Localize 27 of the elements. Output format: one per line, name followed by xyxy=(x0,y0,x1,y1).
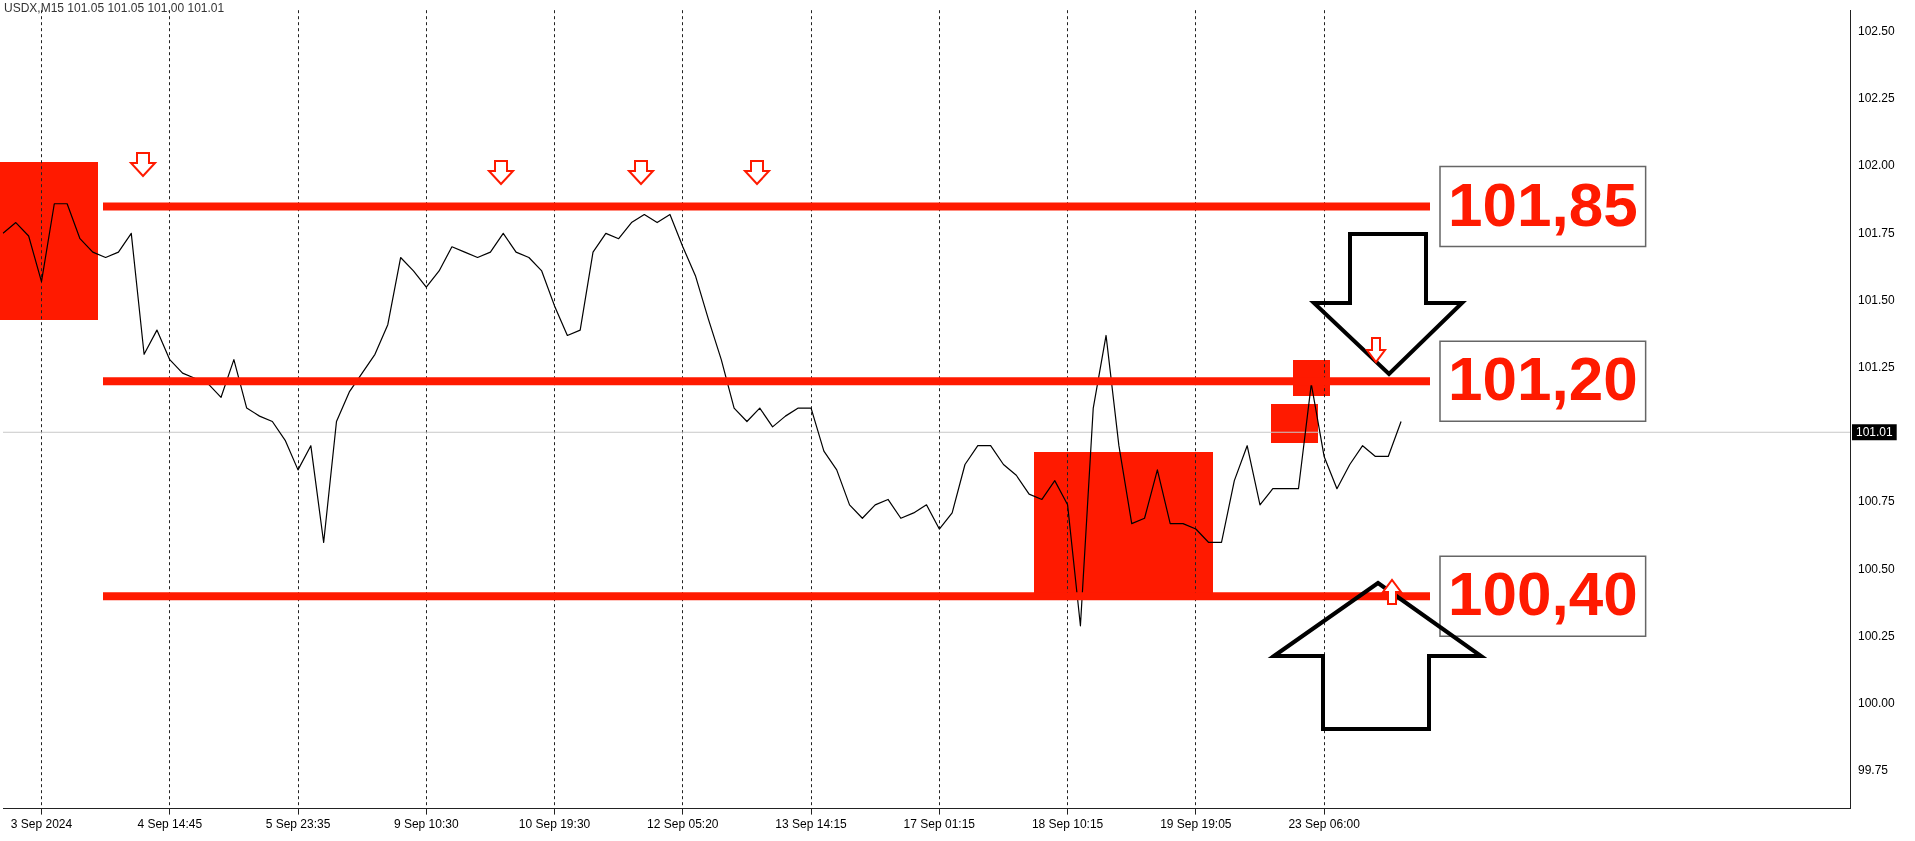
y-tick-label: 101.75 xyxy=(1858,225,1896,240)
x-tick-label: 4 Sep 14:45 xyxy=(137,817,203,832)
x-tick-label: 3 Sep 2024 xyxy=(10,817,73,832)
y-tick-label: 102.50 xyxy=(1858,24,1896,39)
y-tick-label: 100.75 xyxy=(1858,494,1896,509)
y-tick-label: 101.25 xyxy=(1858,360,1896,375)
x-tick-label: 19 Sep 19:05 xyxy=(1160,817,1232,832)
x-tick-label: 10 Sep 19:30 xyxy=(518,817,591,832)
x-tick-label: 17 Sep 01:15 xyxy=(903,817,976,832)
y-tick-label: 100.25 xyxy=(1858,628,1896,643)
y-tick-label: 102.00 xyxy=(1858,158,1896,173)
ref-line-label: 101,20 xyxy=(1448,344,1638,414)
y-tick-label: 99.75 xyxy=(1858,763,1889,778)
x-tick-label: 9 Sep 10:30 xyxy=(393,817,459,832)
ref-line-label: 101,85 xyxy=(1448,169,1638,239)
y-tick-label: 102.25 xyxy=(1858,91,1896,106)
y-tick-label: 100.50 xyxy=(1858,561,1896,576)
ref-line-label: 101.01 xyxy=(1856,424,1894,439)
x-tick-label: 13 Sep 14:15 xyxy=(775,817,848,832)
x-tick-label: 23 Sep 06:00 xyxy=(1288,817,1361,832)
y-tick-label: 101.50 xyxy=(1858,292,1896,307)
y-tick-label: 100.00 xyxy=(1858,696,1896,711)
x-tick-label: 18 Sep 10:15 xyxy=(1031,817,1104,832)
ref-line-label: 100,40 xyxy=(1448,559,1638,629)
x-tick-label: 5 Sep 23:35 xyxy=(265,817,331,832)
x-tick-label: 12 Sep 05:20 xyxy=(647,817,719,832)
chart-title: USDX,M15 101.05 101.05 101.00 101.01 xyxy=(4,1,225,15)
